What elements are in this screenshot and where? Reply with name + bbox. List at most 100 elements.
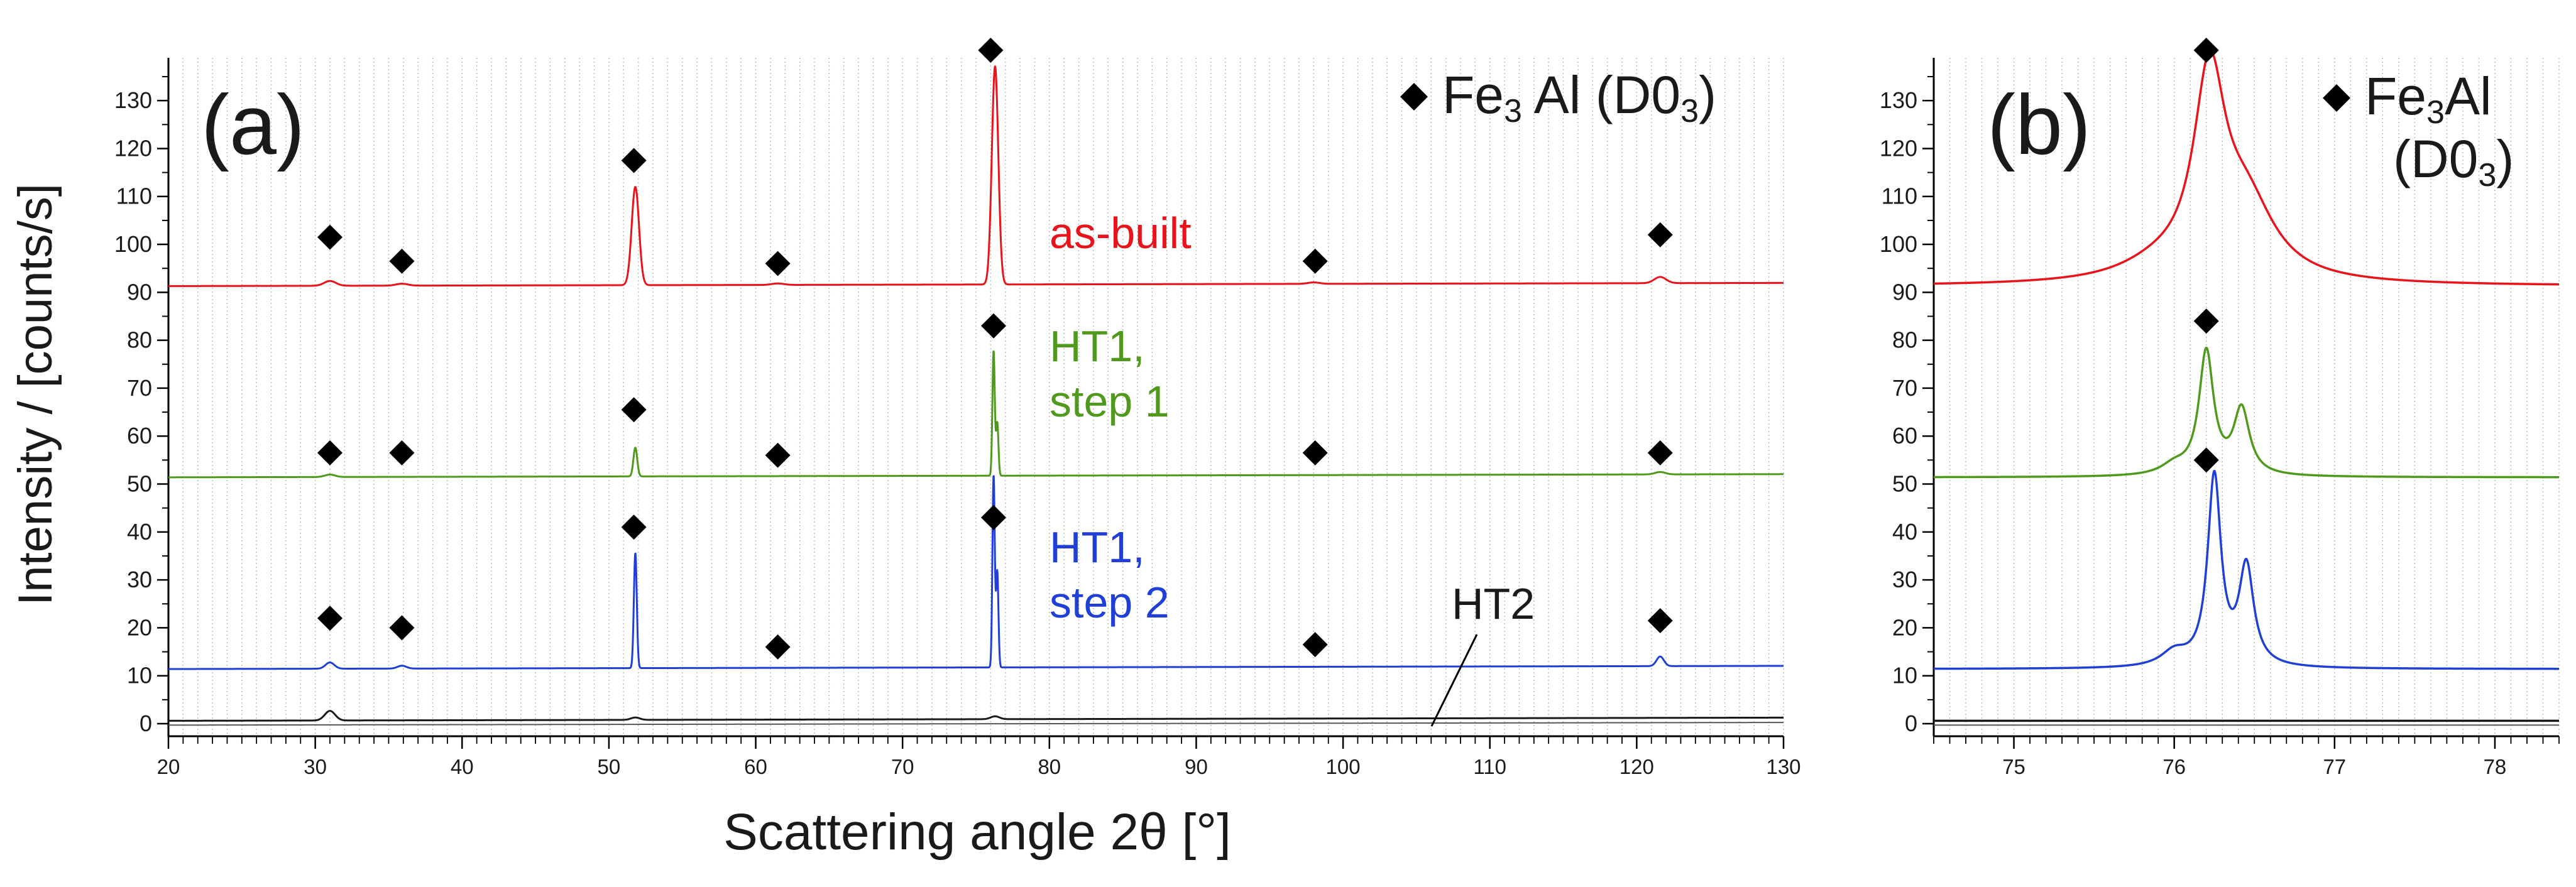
legend-subscript: 3 xyxy=(1680,93,1699,129)
series-curves xyxy=(1934,49,2559,726)
y-tick-label: 70 xyxy=(127,375,152,401)
y-tick-label: 110 xyxy=(116,183,152,209)
grid-lines xyxy=(1933,58,2560,736)
y-tick-label: 0 xyxy=(140,710,152,736)
series-label-ht1_step1: HT1, xyxy=(1050,322,1145,371)
diamond-marker xyxy=(2193,447,2219,473)
y-tick-label: 90 xyxy=(1892,279,1917,305)
y-tick-label: 130 xyxy=(1880,87,1917,113)
y-axis-label: Intensity / [counts/s] xyxy=(9,183,62,606)
y-tick-label: 50 xyxy=(1892,471,1917,497)
series-line-ht1_step2 xyxy=(168,475,1784,670)
y-tick-label: 20 xyxy=(1892,614,1917,640)
y-tick-label: 100 xyxy=(114,231,152,257)
diamond-marker xyxy=(621,514,647,540)
x-tick-label: 100 xyxy=(1326,755,1361,778)
series-line-ht2-lower xyxy=(168,722,1784,726)
legend-text: ) xyxy=(1699,65,1716,124)
diamond-marker xyxy=(621,148,647,173)
legend-label: Fe3 Al (D03) xyxy=(1442,65,1716,129)
grid-lines xyxy=(168,58,1784,736)
series-line-as_built xyxy=(1934,49,2559,286)
ht2-leader-line xyxy=(1430,634,1478,727)
y-tick-label: 0 xyxy=(1905,710,1917,736)
x-axis-label: Scattering angle 2θ [°] xyxy=(723,803,1231,861)
y-tick-label: 110 xyxy=(1882,183,1917,209)
series-line-ht1_step2 xyxy=(1934,469,2559,670)
x-tick-label: 20 xyxy=(157,755,180,778)
diamond-marker xyxy=(317,440,343,465)
legend-text: Al (D0 xyxy=(1522,65,1680,124)
x-tick-label: 130 xyxy=(1766,755,1800,778)
legend-text: Fe xyxy=(1442,65,1504,124)
legend-text: Fe xyxy=(2365,67,2426,126)
x-tick-label: 76 xyxy=(2162,755,2186,778)
diamond-marker xyxy=(389,615,415,641)
series-label-as_built: as-built xyxy=(1050,209,1192,258)
diamond-marker xyxy=(1302,440,1328,465)
legend-diamond-icon xyxy=(1400,83,1428,111)
y-tick-label: 40 xyxy=(127,519,152,545)
diamond-marker xyxy=(765,251,791,276)
panel-b: 0 10 20 30 40 50 60 70 80 90 100 110 120 130 75 76 77 78 (… xyxy=(1880,38,2560,778)
y-tick-label: 60 xyxy=(1892,423,1917,449)
legend-text: (D0 xyxy=(2393,129,2478,188)
y-tick-label: 100 xyxy=(1880,231,1917,257)
x-tick-label: 30 xyxy=(304,755,327,778)
x-tick-label: 70 xyxy=(891,755,914,778)
panel-a: 0 10 20 30 40 50 60 70 80 90 100 110 120 130 20 30 40 50 6… xyxy=(114,38,1801,778)
series-label-ht1_step2: HT1, xyxy=(1050,523,1145,572)
diamond-marker xyxy=(981,313,1007,339)
x-tick-label: 78 xyxy=(2484,755,2507,778)
series-curves xyxy=(168,65,1784,726)
diamond-marker xyxy=(981,504,1007,530)
x-tick-label: 75 xyxy=(2002,755,2025,778)
diamond-marker xyxy=(1647,222,1673,248)
legend-subscript: 3 xyxy=(2478,157,2496,193)
y-tick-label: 10 xyxy=(127,663,152,688)
x-tick-label: 80 xyxy=(1038,755,1061,778)
diamond-marker xyxy=(317,606,343,631)
legend-label: Fe3Al xyxy=(2365,67,2492,131)
series-line-ht1_step1 xyxy=(1934,346,2559,479)
diamond-marker xyxy=(765,442,791,468)
peak-markers xyxy=(317,38,1673,660)
diamond-marker xyxy=(389,248,415,274)
series-line-ht2 xyxy=(168,710,1784,722)
y-tick-label: 120 xyxy=(114,135,152,161)
legend-label-line2: (D03) xyxy=(2393,129,2514,193)
diamond-marker xyxy=(389,440,415,465)
y-tick-label: 70 xyxy=(1892,375,1917,401)
y-tick-label: 40 xyxy=(1892,519,1917,545)
y-tick-label: 60 xyxy=(127,423,152,449)
panel-label: (b) xyxy=(1987,77,2091,172)
y-tick-label: 50 xyxy=(127,471,152,497)
diamond-marker xyxy=(765,634,791,660)
x-tick-label: 90 xyxy=(1185,755,1208,778)
y-tick-label: 30 xyxy=(1892,567,1917,592)
x-tick-label: 60 xyxy=(744,755,767,778)
y-tick-label: 30 xyxy=(127,567,152,592)
y-tick-label: 20 xyxy=(127,614,152,640)
y-tick-label: 130 xyxy=(114,87,152,113)
legend-subscript: 3 xyxy=(1504,93,1522,129)
x-tick-label: 50 xyxy=(598,755,621,778)
peak-markers xyxy=(2193,38,2219,473)
y-tick-label: 80 xyxy=(1892,327,1917,353)
series-line-ht1_step1 xyxy=(168,351,1784,479)
series-line-as_built xyxy=(168,65,1784,287)
y-tick-label: 120 xyxy=(1880,135,1917,161)
legend-diamond-icon xyxy=(2323,84,2350,112)
diamond-marker xyxy=(317,224,343,250)
series-label-ht1_step1: step 1 xyxy=(1050,377,1170,426)
legend-text: ) xyxy=(2496,129,2514,188)
diamond-marker xyxy=(1302,248,1328,274)
diamond-marker xyxy=(1647,607,1673,633)
diamond-marker xyxy=(2193,308,2219,334)
diamond-marker xyxy=(1647,440,1673,465)
series-label-ht1_step2: step 2 xyxy=(1050,578,1170,627)
x-tick-label: 110 xyxy=(1473,755,1506,778)
panel-label: (a) xyxy=(201,77,305,172)
y-tick-label: 80 xyxy=(127,327,152,353)
